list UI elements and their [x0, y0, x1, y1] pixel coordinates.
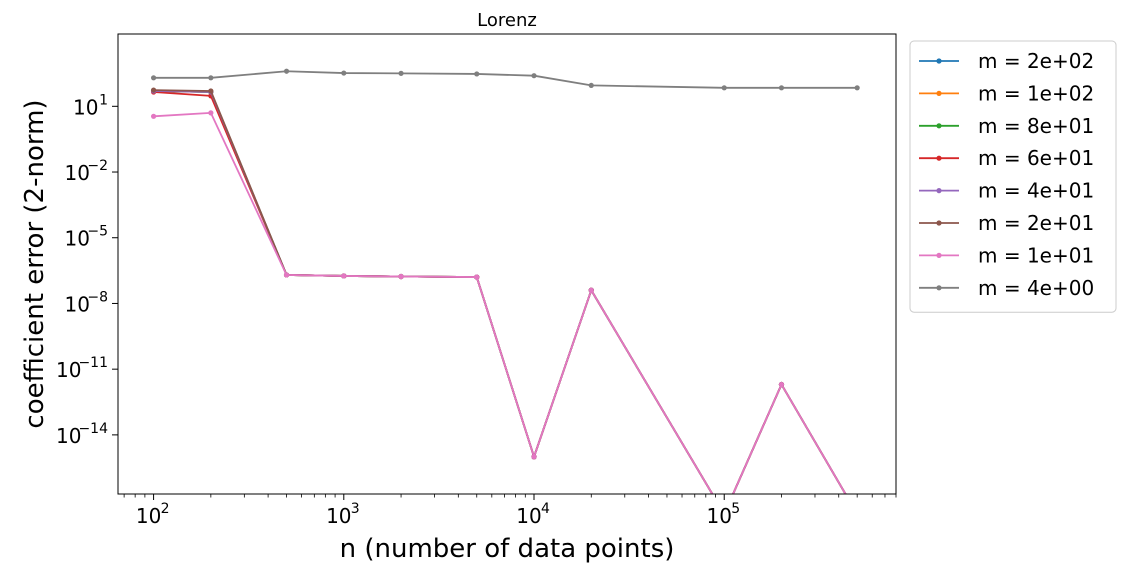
legend-marker — [936, 188, 942, 194]
x-tick-exponent: 2 — [161, 501, 170, 517]
data-point — [208, 75, 214, 81]
legend-marker — [936, 90, 942, 96]
legend-label: m = 8e+01 — [978, 114, 1094, 138]
legend-entry: m = 4e+01 — [919, 179, 1094, 203]
data-point — [588, 82, 594, 89]
data-point — [474, 71, 480, 77]
series-3 — [150, 89, 847, 494]
x-axis: 10 2 10 3 10 4 10 5 — [123, 494, 897, 528]
legend-marker — [936, 123, 942, 129]
data-point — [150, 75, 157, 81]
series-0 — [150, 88, 847, 494]
data-point — [398, 70, 404, 76]
series-7 — [150, 68, 860, 91]
series-layer — [150, 68, 860, 494]
legend-entry: m = 4e+00 — [919, 276, 1094, 300]
legend-entry: m = 8e+01 — [919, 114, 1094, 138]
legend-entry: m = 2e+01 — [919, 211, 1094, 235]
legend-marker — [936, 285, 942, 291]
legend-marker — [936, 155, 942, 161]
data-point — [588, 287, 594, 293]
legend-entry: m = 1e+02 — [919, 81, 1094, 105]
x-tick-label: 10 — [326, 504, 351, 528]
legend-entry: m = 2e+02 — [919, 49, 1094, 73]
series-1 — [150, 88, 847, 494]
legend-label: m = 1e+02 — [978, 81, 1094, 105]
data-point — [531, 454, 537, 460]
y-tick-exponent: −14 — [78, 421, 108, 437]
data-point — [341, 273, 347, 279]
legend-label: m = 4e+01 — [978, 179, 1094, 203]
y-tick-exponent: −11 — [78, 355, 108, 371]
data-point — [150, 113, 157, 119]
legend-box — [909, 40, 1117, 313]
legend: m = 2e+02 m = 1e+02 m = 8e+01 m = 6e+01 m = … — [909, 40, 1117, 313]
data-point — [778, 381, 785, 388]
legend-marker — [936, 58, 942, 64]
y-tick-label: 10 — [65, 292, 90, 316]
data-point — [398, 273, 404, 280]
data-point — [474, 274, 480, 280]
y-tick-exponent: 1 — [99, 92, 108, 108]
series-4 — [150, 88, 847, 494]
y-tick-exponent: −5 — [87, 224, 108, 240]
legend-marker — [936, 252, 942, 258]
series-6 — [150, 110, 847, 494]
series-5 — [150, 87, 847, 494]
legend-marker — [936, 220, 942, 226]
plot-frame — [117, 33, 897, 495]
x-tick-label: 10 — [136, 504, 161, 528]
chart-title: Lorenz — [477, 10, 537, 31]
data-point — [721, 85, 727, 91]
x-tick-exponent: 4 — [541, 501, 550, 517]
legend-label: m = 6e+01 — [978, 146, 1094, 170]
x-tick-label: 10 — [706, 504, 731, 528]
legend-label: m = 2e+02 — [978, 49, 1094, 73]
x-tick-label: 10 — [516, 504, 541, 528]
y-tick-exponent: −2 — [87, 158, 108, 174]
data-point — [531, 73, 537, 79]
data-point — [208, 110, 214, 116]
x-tick-exponent: 3 — [351, 501, 360, 517]
y-tick-label: 10 — [56, 358, 81, 382]
legend-entry: m = 1e+01 — [919, 243, 1094, 267]
legend-entry: m = 6e+01 — [919, 146, 1094, 170]
y-tick-label: 10 — [73, 95, 98, 119]
y-axis-label: coefficient error (2-norm) — [20, 99, 50, 428]
y-tick-label: 10 — [56, 424, 81, 448]
legend-label: m = 2e+01 — [978, 211, 1094, 235]
data-point — [778, 85, 785, 91]
data-point — [341, 70, 347, 76]
data-point — [208, 88, 214, 94]
data-point — [854, 85, 860, 91]
data-point — [150, 87, 157, 93]
x-axis-label: n (number of data points) — [340, 534, 675, 564]
data-point — [283, 68, 290, 74]
series-2 — [150, 88, 847, 494]
series-line — [153, 112, 847, 494]
y-tick-exponent: −8 — [87, 289, 108, 305]
y-tick-label: 10 — [65, 161, 90, 185]
legend-label: m = 1e+01 — [978, 243, 1094, 267]
legend-label: m = 4e+00 — [978, 276, 1094, 300]
data-point — [283, 272, 290, 278]
y-tick-label: 10 — [65, 227, 90, 251]
series-line — [153, 70, 858, 89]
x-tick-exponent: 5 — [731, 501, 740, 517]
